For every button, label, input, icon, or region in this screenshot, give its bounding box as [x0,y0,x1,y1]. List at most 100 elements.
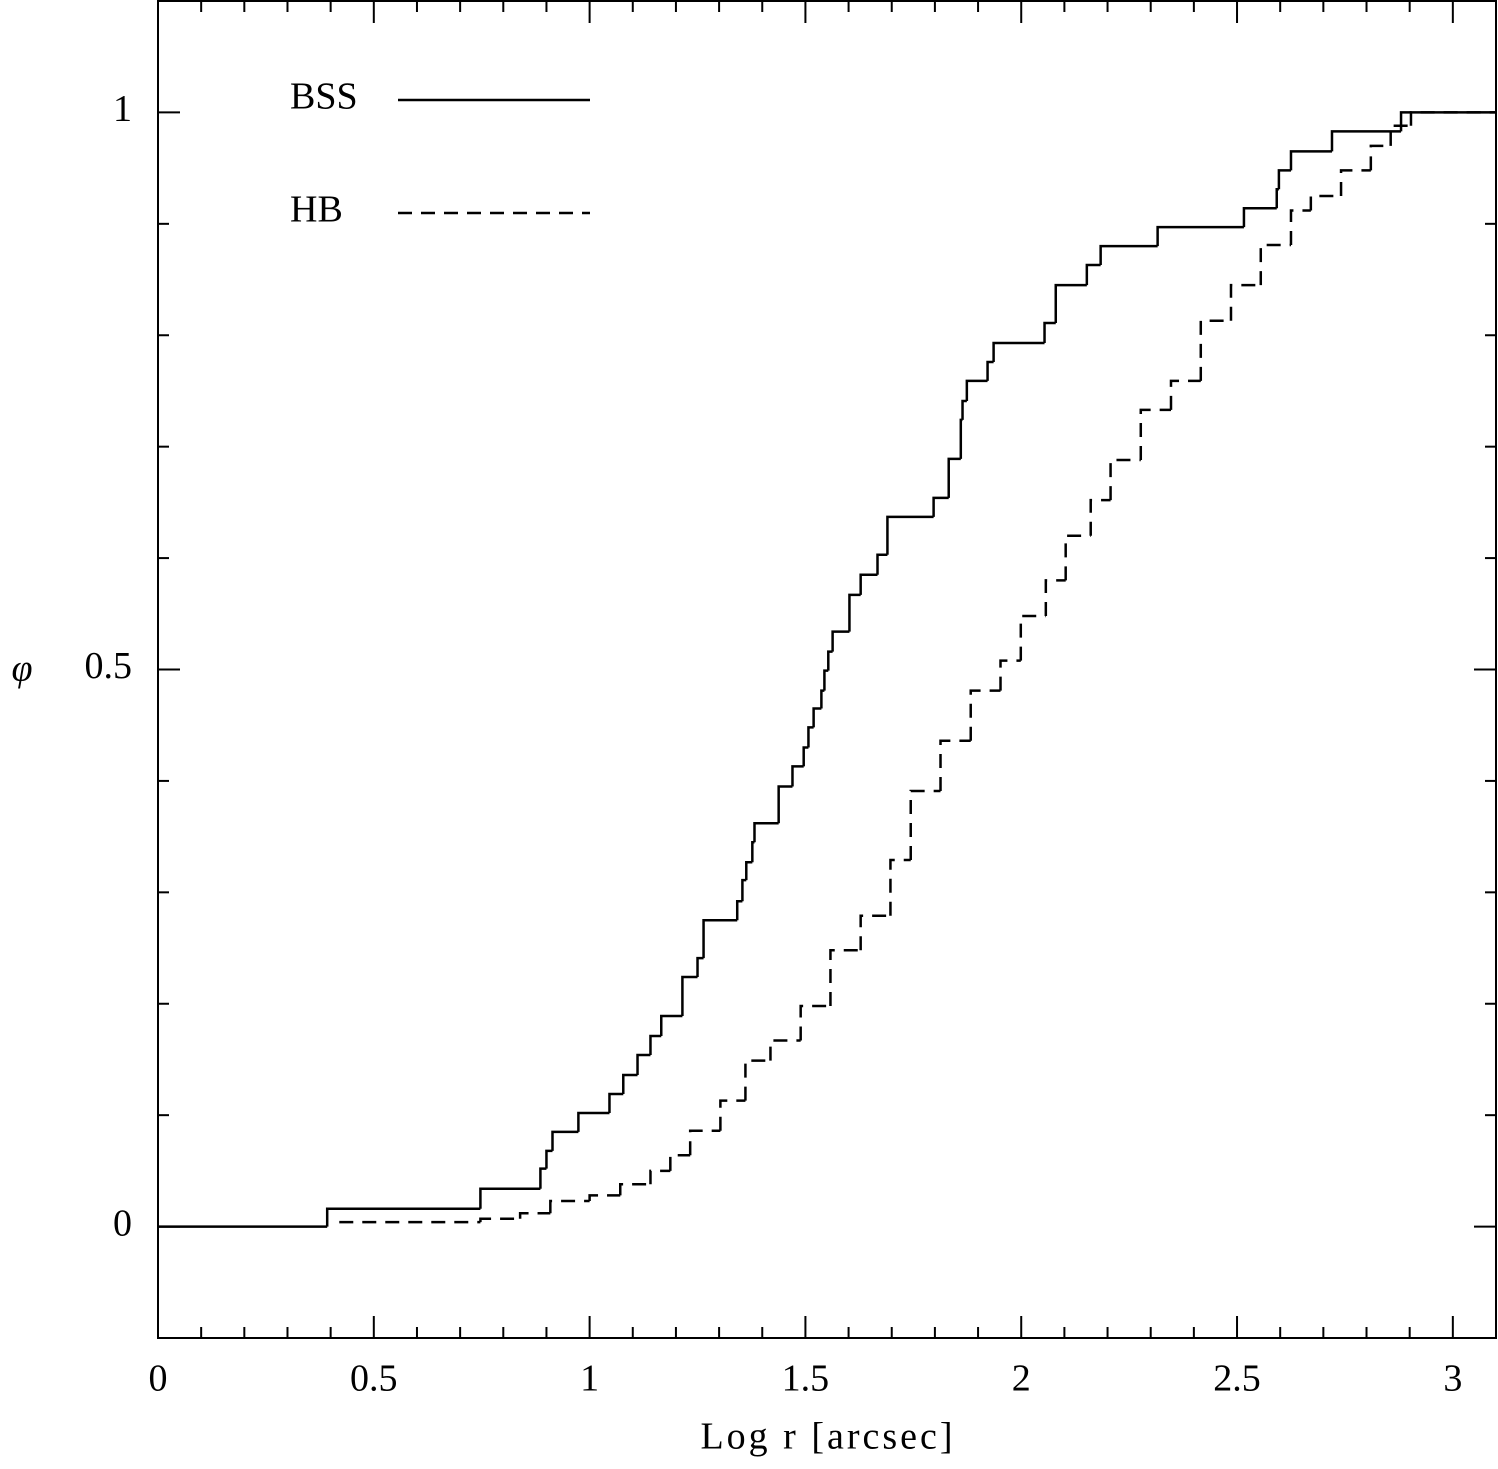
step-segment [886,515,934,555]
step-segment [769,1039,801,1061]
step-segment [1289,150,1332,171]
step-segment [719,1099,746,1131]
step-segment [848,593,861,632]
step-segment [744,1059,771,1101]
step-segment [1139,408,1171,461]
step-segment [1330,130,1402,152]
step-segment [999,659,1021,691]
step-segment [1289,209,1311,246]
y-tick-label: 1 [113,88,132,130]
step-segment [827,650,833,671]
step-segment [1064,534,1091,581]
legend-label: BSS [290,76,358,118]
step-segment [777,785,793,824]
x-tick-label: 1 [580,1358,599,1400]
step-segment [1169,379,1201,410]
step-segment [549,1199,590,1214]
step-segment [1399,111,1496,132]
step-segment [608,1092,624,1113]
step-segment [745,861,753,881]
step-segment [479,1187,541,1209]
step-segment [636,1053,651,1076]
step-segment [969,689,1001,741]
step-segment [619,1182,651,1196]
step-segment [681,975,698,1017]
step-segment [669,1154,691,1171]
step-segment [823,669,829,691]
step-segment [1085,263,1101,286]
step-segment [1259,243,1291,286]
legend-label: HB [290,189,343,231]
step-segment [859,914,891,951]
y-axis-label: φ [11,648,32,690]
step-segment [961,399,967,420]
step-segment [1044,579,1066,617]
step-segment [820,689,825,709]
x-tick-label: 3 [1443,1358,1462,1400]
x-tick-label: 0.5 [350,1358,398,1400]
step-segment [753,822,779,843]
step-segment [829,949,861,1006]
step-segment [889,858,911,916]
step-segment [696,956,704,978]
step-segment [939,739,971,791]
step-segment [812,707,822,728]
x-axis-label: Log r [arcsec] [700,1416,955,1458]
step-segment [947,457,961,498]
step-segment [965,379,988,401]
step-segment [791,765,804,787]
step-segment [1199,319,1231,381]
step-segment [545,1149,553,1169]
step-segment [1089,498,1111,536]
step-segment [1043,321,1056,344]
step-segment [799,1004,831,1041]
step-segment [1156,225,1244,247]
y-tick-label: 0.5 [85,645,133,687]
x-tick-label: 2.5 [1213,1358,1261,1400]
step-segment [577,1111,610,1132]
step-segment [660,1014,683,1037]
x-tick-label: 2 [1012,1358,1031,1400]
x-tick-label: 1.5 [782,1358,830,1400]
step-segment [1019,614,1046,661]
step-segment [735,899,743,921]
step-segment [1099,244,1158,266]
y-tick-label: 0 [113,1202,132,1244]
x-tick-label: 0 [149,1358,168,1400]
step-segment [932,496,949,517]
step-segment [959,418,963,459]
step-segment [986,360,994,381]
step-segment [1369,144,1391,171]
step-segment [622,1073,638,1094]
step-segment [741,878,747,902]
step-segment [649,1034,662,1055]
step-segment [688,1129,721,1156]
step-segment [479,1217,521,1223]
step-segment [649,1169,671,1185]
step-segment [909,789,941,861]
step-segment [588,1194,621,1201]
step-segment [802,746,809,767]
step-segment [1054,283,1087,323]
step-segment [1339,169,1371,196]
step-segment [518,1211,551,1219]
step-segment [1389,124,1411,146]
step-segment [1109,458,1141,501]
step-segment [1409,111,1496,126]
step-segment [807,726,814,748]
step-segment [1309,194,1342,211]
step-segment [1277,169,1291,190]
step-segment [325,1207,481,1227]
step-segment [859,573,878,595]
step-segment [751,840,755,863]
step-segment [551,1130,579,1151]
step-segment [876,553,888,575]
step-segment [702,918,738,959]
step-segment [1242,206,1277,228]
step-segment [1275,188,1279,209]
step-segment [539,1167,547,1189]
step-segment [1229,283,1261,321]
step-segment [992,341,1045,362]
